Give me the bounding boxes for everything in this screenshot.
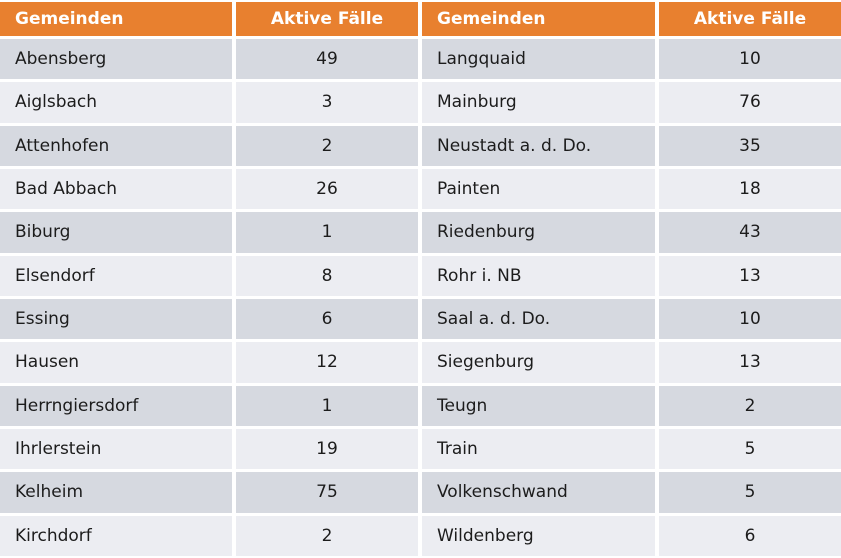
municipality-cell: Ihrlerstein — [0, 428, 232, 470]
cases-cell: 5 — [659, 472, 841, 513]
cases-cell: 18 — [659, 168, 841, 210]
municipality-cell: Painten — [422, 168, 655, 210]
municipality-cell: Volkenschwand — [422, 472, 655, 513]
header-cell-gemeinden-right: Gemeinden — [422, 2, 655, 36]
cases-cell: 8 — [236, 255, 418, 296]
cases-cell: 10 — [659, 298, 841, 340]
cases-cell: 26 — [236, 168, 418, 210]
municipality-cell: Kirchdorf — [0, 515, 232, 556]
cases-cell: 2 — [236, 515, 418, 556]
header-cell-gemeinden-left: Gemeinden — [0, 2, 232, 36]
municipality-cell: Mainburg — [422, 82, 655, 123]
municipality-cell: Bad Abbach — [0, 168, 232, 210]
cases-cell: 6 — [659, 515, 841, 556]
municipality-cell: Teugn — [422, 385, 655, 426]
header-cell-cases-right: Aktive Fälle — [659, 2, 841, 36]
cases-cell: 5 — [659, 428, 841, 470]
header-cell-cases-left: Aktive Fälle — [236, 2, 418, 36]
municipality-cell: Essing — [0, 298, 232, 340]
municipality-cell: Herrngiersdorf — [0, 385, 232, 426]
municipality-cell: Attenhofen — [0, 125, 232, 166]
cases-cell: 19 — [236, 428, 418, 470]
municipality-cell: Elsendorf — [0, 255, 232, 296]
cases-cell: 2 — [659, 385, 841, 426]
cases-cell: 43 — [659, 212, 841, 253]
cases-cell: 13 — [659, 342, 841, 383]
cases-cell: 2 — [236, 125, 418, 166]
municipality-cell: Rohr i. NB — [422, 255, 655, 296]
cases-cell: 13 — [659, 255, 841, 296]
cases-cell: 75 — [236, 472, 418, 513]
municipality-cell: Langquaid — [422, 39, 655, 80]
cases-cell: 3 — [236, 82, 418, 123]
municipality-cell: Siegenburg — [422, 342, 655, 383]
cases-cell: 6 — [236, 298, 418, 340]
cases-cell: 35 — [659, 125, 841, 166]
municipality-cell: Kelheim — [0, 472, 232, 513]
municipality-cell: Abensberg — [0, 39, 232, 80]
municipality-cell: Riedenburg — [422, 212, 655, 253]
municipality-cell: Train — [422, 428, 655, 470]
cases-cell: 1 — [236, 212, 418, 253]
cases-cell: 10 — [659, 39, 841, 80]
municipality-cell: Neustadt a. d. Do. — [422, 125, 655, 166]
cases-cell: 1 — [236, 385, 418, 426]
municipality-cell: Saal a. d. Do. — [422, 298, 655, 340]
municipality-cell: Hausen — [0, 342, 232, 383]
municipality-cell: Biburg — [0, 212, 232, 253]
municipality-cell: Wildenberg — [422, 515, 655, 556]
cases-cell: 76 — [659, 82, 841, 123]
cases-cell: 49 — [236, 39, 418, 80]
municipality-cell: Aiglsbach — [0, 82, 232, 123]
cases-cell: 12 — [236, 342, 418, 383]
